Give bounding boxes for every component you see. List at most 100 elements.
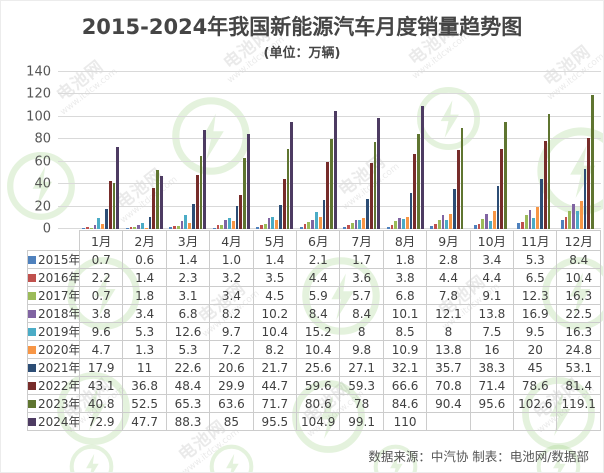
gridline-20 xyxy=(58,205,601,207)
value-cell-2016年-11月: 6.5 xyxy=(513,268,558,287)
bar-2018年-2月 xyxy=(137,225,140,229)
value-cell-2023年-3月: 65.3 xyxy=(165,394,211,413)
gridline-60 xyxy=(58,160,601,162)
bar-group-3月 xyxy=(166,72,210,229)
value-cell-2019年-6月: 15.2 xyxy=(296,322,341,341)
bar-2015年-12月 xyxy=(560,219,564,229)
value-cell-2019年-2月: 5.3 xyxy=(122,322,167,341)
bar-2015年-8月 xyxy=(386,226,390,229)
legend-year-2017年: 2017年 xyxy=(27,286,80,305)
bar-2020年-10月 xyxy=(492,211,496,229)
value-cell-2018年-7月: 8.4 xyxy=(339,304,384,323)
value-cell-2015年-11月: 5.3 xyxy=(513,250,558,269)
bar-2016年-2月 xyxy=(129,227,133,229)
bar-2019年-10月 xyxy=(488,220,492,229)
value-cell-2018年-11月: 16.9 xyxy=(513,304,558,323)
watermark-url: www.itdcw.com xyxy=(180,426,242,473)
legend-year-2021年: 2021年 xyxy=(27,358,80,377)
bar-2020年-3月 xyxy=(188,223,192,229)
value-cell-2019年-7月: 8 xyxy=(339,322,384,341)
value-cell-2019年-11月: 9.5 xyxy=(513,322,558,341)
bar-2021年-1月 xyxy=(105,208,108,229)
table-row-2021年: 2021年 17.9 11 22.6 20.6 21.7 25.6 27.1 32.1 35.7 3… xyxy=(27,358,601,377)
bar-2019年-12月 xyxy=(575,210,579,229)
month-header-3月: 3月 xyxy=(165,230,211,251)
value-cell-2016年-2月: 1.4 xyxy=(122,268,167,287)
bar-2021年-9月 xyxy=(453,188,456,229)
value-cell-2020年-4月: 7.2 xyxy=(209,340,254,359)
value-cell-2023年-7月: 78 xyxy=(339,394,384,413)
legend-swatch-icon xyxy=(28,310,36,318)
bar-2018年-8月 xyxy=(398,217,401,229)
legend-year-2019年: 2019年 xyxy=(27,322,80,341)
value-cell-2020年-8月: 10.9 xyxy=(382,340,428,359)
value-cell-2015年-9月: 2.8 xyxy=(426,250,471,269)
bar-2021年-11月 xyxy=(540,178,543,229)
bar-2015年-1月 xyxy=(82,228,86,229)
value-cell-2016年-6月: 4.4 xyxy=(296,268,341,287)
bar-2015年-10月 xyxy=(473,225,477,229)
legend-year-2018年: 2018年 xyxy=(27,304,80,323)
table-header-row: 1月 2月 3月 4月 5月 6月 7月 8月 9月 10月 11月 12月 xyxy=(28,230,601,251)
value-cell-2020年-5月: 8.2 xyxy=(252,340,298,359)
bar-2023年-5月 xyxy=(286,148,290,229)
bar-2015年-3月 xyxy=(169,227,173,229)
bar-group-5月 xyxy=(253,72,297,229)
legend-year-2023年: 2023年 xyxy=(27,394,80,413)
bar-2015年-11月 xyxy=(517,223,521,229)
bar-2023年-2月 xyxy=(156,170,159,229)
bar-2023年-12月 xyxy=(591,95,594,229)
table-row-2023年: 2023年 40.8 52.5 65.3 63.6 71.7 80.6 78 84.6 90.4 9… xyxy=(27,394,601,413)
bar-2022年-11月 xyxy=(543,140,547,229)
value-cell-2023年-9月: 90.4 xyxy=(426,394,471,413)
bar-2024年-3月 xyxy=(203,129,207,229)
bar-2022年-1月 xyxy=(108,180,112,229)
value-cell-2022年-8月: 66.6 xyxy=(382,376,428,395)
bar-2022年-7月 xyxy=(369,162,373,229)
value-cell-2015年-6月: 2.1 xyxy=(296,250,341,269)
bar-2020年-4月 xyxy=(231,220,235,229)
bar-2021年-8月 xyxy=(409,193,413,229)
legend-year-2015年: 2015年 xyxy=(27,250,80,269)
value-cell-2015年-4月: 1.0 xyxy=(209,250,254,269)
bar-2018年-12月 xyxy=(572,203,575,229)
bar-2016年-8月 xyxy=(390,224,394,229)
value-cell-2017年-10月: 9.1 xyxy=(469,286,515,305)
bar-2023年-4月 xyxy=(243,157,246,229)
bar-2023年-10月 xyxy=(504,121,507,229)
value-cell-2020年-11月: 20 xyxy=(513,340,558,359)
bar-2018年-10月 xyxy=(485,213,488,229)
gridline-40 xyxy=(58,183,601,185)
bar-2024年-8月 xyxy=(420,105,424,229)
bar-2017年-6月 xyxy=(307,222,311,229)
gridline-120 xyxy=(58,93,601,95)
bar-2019年-7月 xyxy=(358,220,362,229)
value-cell-2020年-12月: 24.8 xyxy=(556,340,601,359)
bar-2023年-9月 xyxy=(460,127,464,229)
value-cell-2016年-8月: 3.8 xyxy=(382,268,428,287)
bar-2021年-5月 xyxy=(279,204,282,229)
bar-2015年-7月 xyxy=(343,227,347,229)
table-row-2024年: 2024年 72.9 47.7 88.3 85 95.5 104.9 99.1 110 xyxy=(27,412,601,431)
y-axis-tick-20: 20 xyxy=(34,199,51,215)
value-cell-2015年-10月: 3.4 xyxy=(469,250,515,269)
table-corner-cell xyxy=(28,231,80,251)
legend-swatch-icon xyxy=(28,418,36,426)
value-cell-2020年-9月: 13.8 xyxy=(426,340,471,359)
value-cell-2021年-2月: 11 xyxy=(122,358,167,377)
month-header-5月: 5月 xyxy=(252,230,298,251)
chart-unit-subtitle: (单位：万辆) xyxy=(263,46,341,61)
value-cell-2015年-7月: 1.7 xyxy=(339,250,384,269)
bar-2024年-2月 xyxy=(159,175,163,229)
bar-2016年-12月 xyxy=(564,217,568,229)
value-cell-2020年-6月: 10.4 xyxy=(296,340,341,359)
value-cell-2023年-5月: 71.7 xyxy=(252,394,298,413)
bar-2021年-4月 xyxy=(235,205,239,229)
value-cell-2018年-10月: 13.8 xyxy=(469,304,515,323)
month-header-10月: 10月 xyxy=(469,230,515,251)
bar-2019年-8月 xyxy=(401,219,405,229)
bar-2024年-7月 xyxy=(377,117,381,229)
table-row-2016年: 2016年 2.2 1.4 2.3 3.2 3.5 4.4 3.6 3.8 4.4 4.4 6.5 10… xyxy=(27,268,601,287)
value-cell-2018年-1月: 3.8 xyxy=(78,304,124,323)
bar-group-2月 xyxy=(123,72,167,229)
